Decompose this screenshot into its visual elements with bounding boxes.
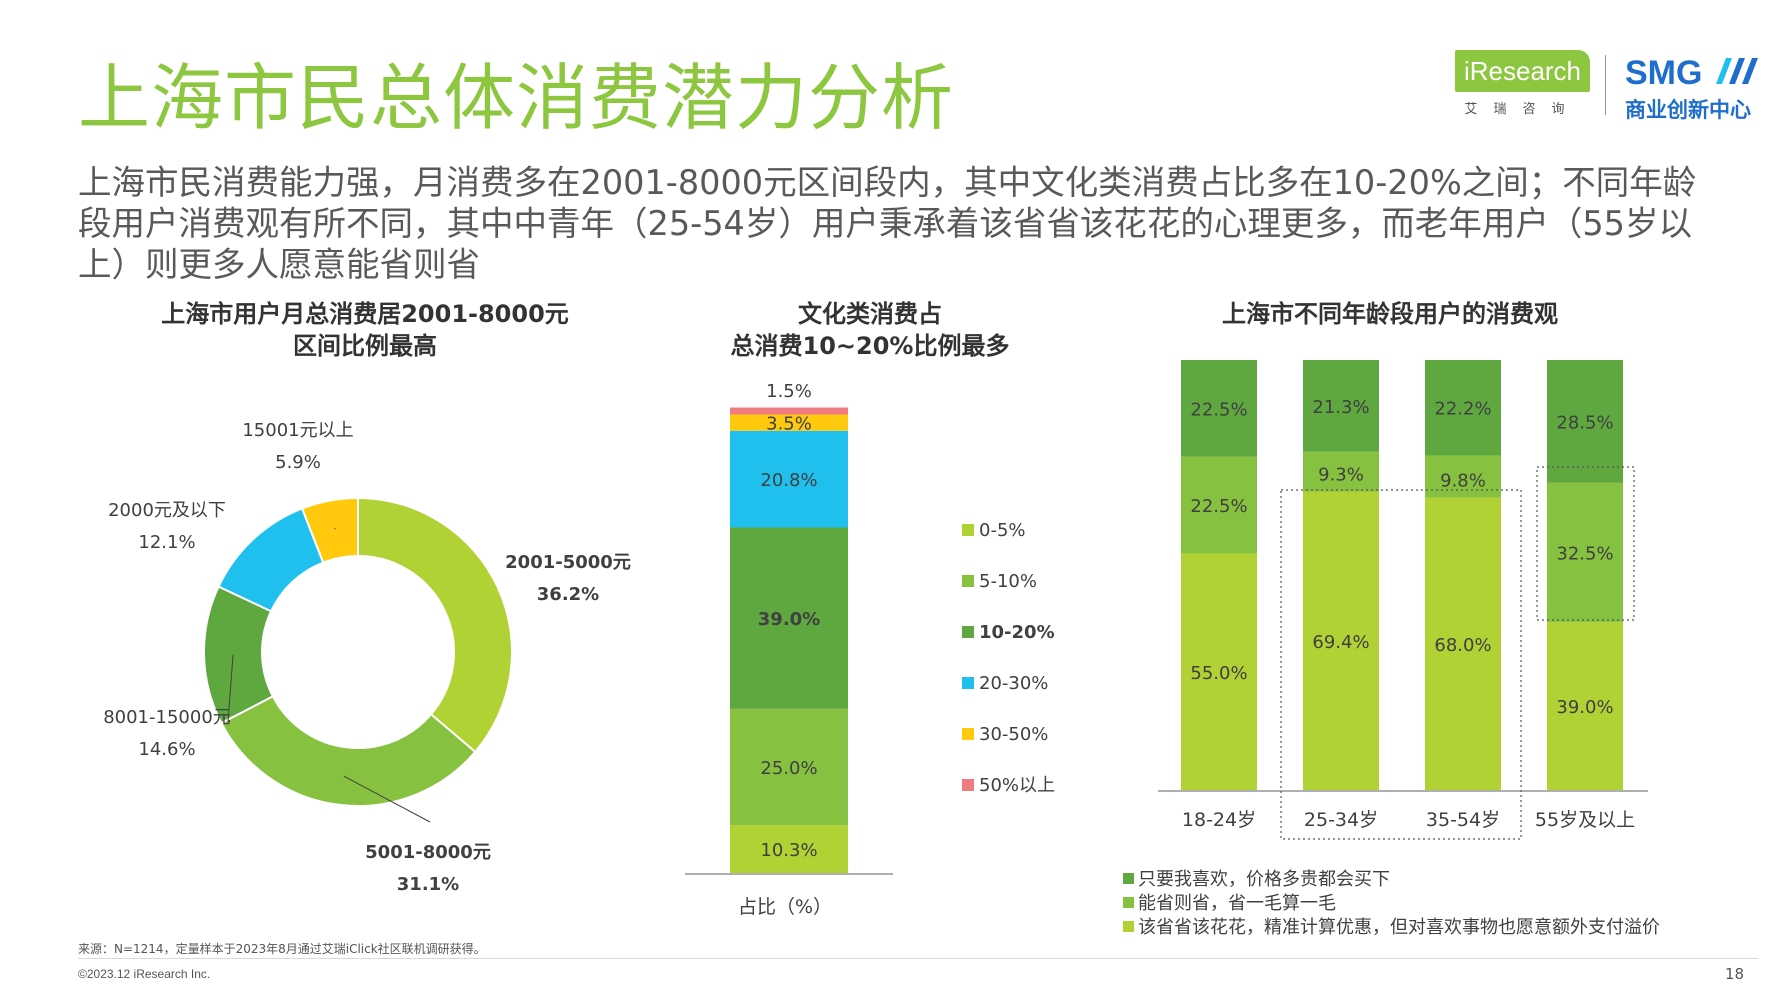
age-label-1-0: 69.4% xyxy=(1312,632,1369,653)
age-segment-1-1 xyxy=(1303,451,1379,492)
column-legend-label-4: 30-50% xyxy=(979,724,1048,745)
age-category-1: 25-34岁 xyxy=(1304,809,1378,831)
age-segment-3-1 xyxy=(1547,482,1623,623)
column-legend-swatch-5 xyxy=(962,779,974,791)
age-legend-swatch-1 xyxy=(1123,897,1134,908)
column-legend-label-0: 0-5% xyxy=(979,520,1026,541)
age-legend-label-2: 只要我喜欢，价格多贵都会买下 xyxy=(1138,869,1390,890)
age-segment-0-1 xyxy=(1181,456,1257,554)
smg-logo-text: SMG xyxy=(1625,54,1703,92)
donut-chart-title-line-1: 上海市用户月总消费居2001-8000元 xyxy=(161,300,569,328)
smg-logo-cn: 商业创新中心 xyxy=(1625,98,1751,122)
column-label-1: 25.0% xyxy=(760,758,817,779)
column-segment-1 xyxy=(730,708,848,826)
page-number: 18 xyxy=(1725,965,1745,983)
donut-chart-title: 上海市用户月总消费居2001-8000元 区间比例最高 xyxy=(130,298,600,362)
column-legend-swatch-3 xyxy=(962,677,974,689)
donut-label-3: 2000元及以下 xyxy=(108,500,226,521)
age-legend-swatch-2 xyxy=(1123,873,1134,884)
iresearch-logo-cn: 艾瑞咨询 xyxy=(1464,102,1581,117)
column-legend-swatch-4 xyxy=(962,728,974,740)
stacked-column-title-line-1: 文化类消费占 xyxy=(798,300,942,328)
highlight-box-25-54 xyxy=(1280,489,1522,840)
column-segment-2 xyxy=(730,527,848,709)
column-legend-label-3: 20-30% xyxy=(979,673,1048,694)
column-segment-0 xyxy=(730,825,848,873)
age-label-0-2: 22.5% xyxy=(1190,399,1247,420)
age-legend-label-1: 能省则省，省一毛算一毛 xyxy=(1138,893,1336,914)
donut-label-4: 15001元以上 xyxy=(242,420,353,441)
age-segment-2-0 xyxy=(1425,497,1501,790)
age-segment-3-2 xyxy=(1547,360,1623,483)
smg-wave-icon xyxy=(1715,58,1758,84)
column-legend-swatch-0 xyxy=(962,524,974,536)
age-stacked-chart: 55.0% 22.5% 22.5% 18-24岁 69.4% 9.3% 21.3% 25-34… xyxy=(1123,360,1660,938)
donut-label-2: 8001-15000元 xyxy=(103,707,231,728)
age-chart-title: 上海市不同年龄段用户的消费观 xyxy=(1222,300,1558,328)
source-note: 来源：N=1214，定量样本于2023年8月通过艾瑞iClick社区联机调研获得… xyxy=(78,942,486,956)
donut-slice-0 xyxy=(357,496,513,754)
footer-divider xyxy=(78,958,1758,959)
donut-slice-4 xyxy=(300,496,359,564)
donut-value-1: 31.1% xyxy=(397,874,459,895)
column-segment-5 xyxy=(730,407,848,415)
page-title: 上海市民总体消费潜力分析 xyxy=(78,56,955,140)
age-label-2-2: 22.2% xyxy=(1434,399,1491,420)
age-segment-3-0 xyxy=(1547,622,1623,790)
age-label-0-0: 55.0% xyxy=(1190,663,1247,684)
logo-divider xyxy=(1605,55,1606,115)
age-segment-1-0 xyxy=(1303,491,1379,790)
column-category-label: 占比（%） xyxy=(738,896,832,918)
age-label-2-0: 68.0% xyxy=(1434,635,1491,656)
donut-chart-title-line-2: 区间比例最高 xyxy=(293,332,437,360)
column-legend-swatch-1 xyxy=(962,575,974,587)
stacked-column-title-line-2: 总消费10~20%比例最多 xyxy=(730,332,1010,360)
age-legend-swatch-0 xyxy=(1123,921,1134,932)
donut-value-4: 5.9% xyxy=(275,452,321,473)
smg-logo: SMG xyxy=(1625,52,1758,93)
column-label-3: 20.8% xyxy=(760,470,817,491)
column-segment-3 xyxy=(730,430,848,528)
iresearch-logo: iResearch xyxy=(1455,50,1590,92)
age-label-2-1: 9.8% xyxy=(1440,471,1486,492)
age-label-3-0: 39.0% xyxy=(1556,697,1613,718)
age-label-0-1: 22.5% xyxy=(1190,496,1247,517)
age-segment-0-2 xyxy=(1181,360,1257,457)
age-category-3: 55岁及以上 xyxy=(1535,809,1635,831)
donut-value-2: 14.6% xyxy=(138,739,195,760)
age-segment-1-2 xyxy=(1303,360,1379,452)
column-segment-4 xyxy=(730,414,848,431)
column-legend-label-5: 50%以上 xyxy=(979,775,1055,796)
column-legend-label-1: 5-10% xyxy=(979,571,1037,592)
donut-leader-2 xyxy=(227,654,234,723)
age-segment-0-0 xyxy=(1181,553,1257,790)
stacked-column-chart: 10.3% 25.0% 39.0% 20.8% 3.5% 1.5% 占比（%） 0-5% 5-1… xyxy=(685,381,1055,918)
donut-label-1: 5001-8000元 xyxy=(365,842,491,863)
donut-slice-1 xyxy=(220,694,477,807)
age-label-3-1: 32.5% xyxy=(1556,543,1613,564)
donut-chart: 2001-5000元 36.2% 5001-8000元 31.1% 8001-15000… xyxy=(103,420,631,895)
donut-value-3: 12.1% xyxy=(138,532,195,553)
column-label-5: 1.5% xyxy=(766,381,812,402)
copyright: ©2023.12 iResearch Inc. xyxy=(78,967,211,981)
column-label-4: 3.5% xyxy=(766,414,812,435)
column-legend-label-2: 10-20% xyxy=(979,622,1055,643)
age-segment-2-2 xyxy=(1425,360,1501,456)
age-category-0: 18-24岁 xyxy=(1182,809,1256,831)
donut-leader-1 xyxy=(343,775,431,823)
donut-label-0: 2001-5000元 xyxy=(505,552,631,573)
donut-value-0: 36.2% xyxy=(537,584,599,605)
stacked-column-title: 文化类消费占 总消费10~20%比例最多 xyxy=(700,298,1040,362)
column-label-0: 10.3% xyxy=(760,840,817,861)
page-subtitle: 上海市民消费能力强，月消费多在2001-8000元区间段内，其中文化类消费占比多… xyxy=(78,163,1697,284)
age-category-2: 35-54岁 xyxy=(1426,809,1500,831)
column-label-2: 39.0% xyxy=(758,609,820,630)
age-label-1-1: 9.3% xyxy=(1318,465,1364,486)
age-label-1-2: 21.3% xyxy=(1312,397,1369,418)
age-label-3-2: 28.5% xyxy=(1556,412,1613,433)
age-legend-label-0: 该省省该花花，精准计算优惠，但对喜欢事物也愿意额外支付溢价 xyxy=(1138,917,1660,938)
column-legend-swatch-2 xyxy=(962,626,974,638)
